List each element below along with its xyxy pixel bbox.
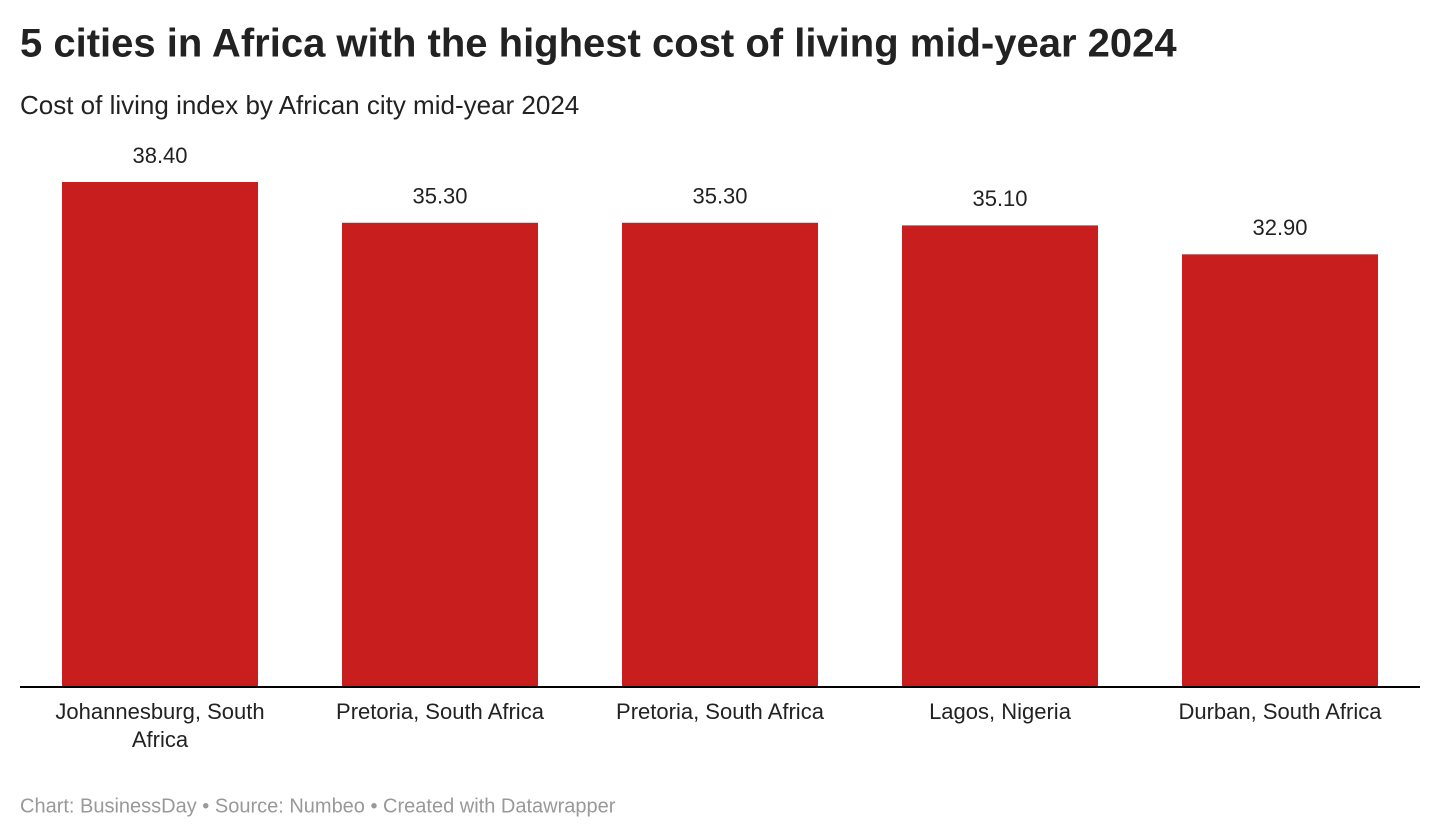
- chart-subtitle: Cost of living index by African city mid…: [20, 90, 579, 120]
- bar: [342, 222, 538, 687]
- chart-title: 5 cities in Africa with the highest cost…: [20, 22, 1177, 66]
- value-label: 35.30: [692, 184, 747, 209]
- value-label: 38.40: [132, 143, 187, 168]
- x-tick-label: Lagos, Nigeria: [929, 699, 1071, 724]
- bar: [902, 225, 1098, 687]
- value-label: 32.90: [1252, 215, 1307, 240]
- x-tick-label: Johannesburg, South Africa: [55, 699, 265, 752]
- bar: [62, 182, 258, 687]
- footer: Chart: BusinessDay • Source: Numbeo • Cr…: [20, 795, 616, 817]
- bar: [622, 222, 818, 687]
- x-tick-label: Pretoria, South Africa: [616, 699, 824, 724]
- x-tick-label: Pretoria, South Africa: [336, 699, 544, 724]
- bar: [1182, 254, 1378, 687]
- value-label: 35.10: [972, 186, 1027, 211]
- value-label: 35.30: [412, 184, 467, 209]
- x-tick-label: Durban, South Africa: [1178, 699, 1382, 724]
